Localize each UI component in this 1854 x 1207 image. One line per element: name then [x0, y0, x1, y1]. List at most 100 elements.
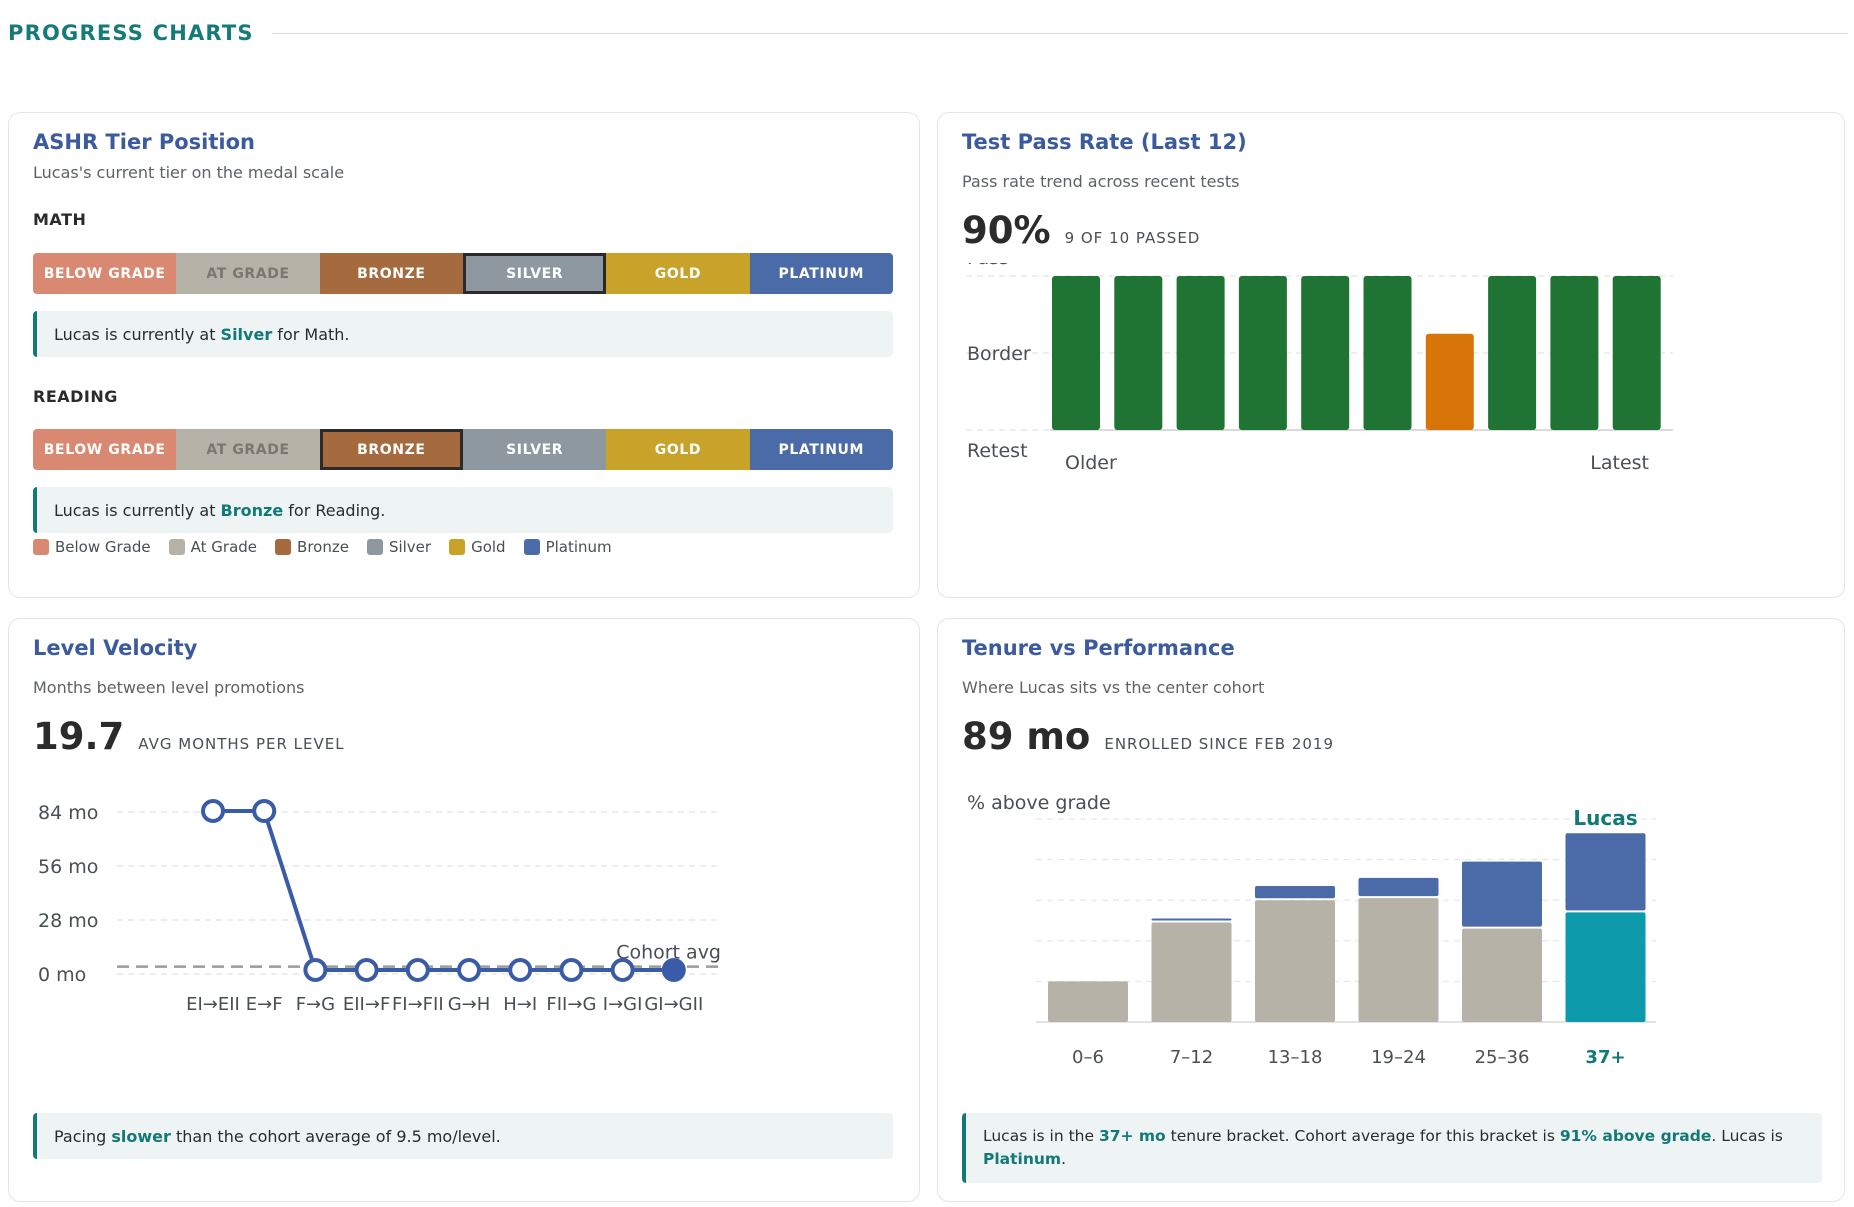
tier-legend: Below Grade At Grade Bronze Silver Gold … — [33, 538, 630, 556]
legend-swatch — [168, 539, 185, 555]
tier-below-grade: BELOW GRADE — [33, 429, 177, 470]
tier-platinum: PLATINUM — [749, 253, 893, 294]
x-tick-label: EI→EII — [186, 994, 240, 1015]
velocity-line — [213, 809, 674, 972]
reading-callout-tier: Bronze — [220, 500, 284, 520]
x-tick-label: FI→FII — [392, 994, 444, 1015]
legend-label: At Grade — [190, 538, 258, 556]
legend-label: Silver — [388, 538, 432, 556]
pass-rate-caption: 9 OF 10 PASSED — [1064, 229, 1201, 247]
reading-callout-post: for Reading. — [283, 500, 386, 520]
legend-item-gold: Gold — [449, 538, 506, 556]
math-callout-tier: Silver — [220, 324, 273, 344]
bar — [1301, 276, 1350, 430]
y-tick-label: Border — [967, 343, 1031, 365]
x-label-latest: Latest — [1590, 452, 1649, 474]
data-point — [457, 958, 481, 982]
tenure-card-title: Tenure vs Performance — [962, 636, 1235, 660]
x-tick-label: 13–18 — [1268, 1047, 1323, 1068]
legend-swatch — [33, 539, 49, 555]
x-tick-label: 37+ — [1585, 1047, 1625, 1068]
velocity-callout-post: than the cohort average of 9.5 mo/level. — [170, 1126, 501, 1146]
page-title: PROGRESS CHARTS — [8, 21, 254, 45]
legend-label: Gold — [471, 538, 506, 556]
legend-label: Bronze — [297, 538, 349, 556]
y-tick-label: Pass — [967, 263, 1009, 269]
reading-callout: Lucas is currently at Bronze for Reading… — [33, 487, 893, 533]
cohort-avg-label: Cohort avg — [616, 942, 721, 964]
tier-card-subtitle: Lucas's current tier on the medal scale — [33, 163, 345, 182]
tier-silver: SILVER — [462, 429, 607, 470]
data-point — [508, 958, 533, 982]
tier-at-grade: AT GRADE — [176, 429, 320, 470]
bar-above — [1565, 833, 1646, 911]
velocity-card-subtitle: Months between level promotions — [33, 678, 305, 697]
velocity-card-title: Level Velocity — [33, 636, 198, 660]
velocity-callout-pre: Pacing — [54, 1126, 112, 1146]
y-tick-label: Retest — [967, 440, 1028, 462]
bar — [1363, 276, 1412, 430]
legend-swatch — [523, 539, 540, 555]
data-point — [201, 799, 225, 823]
legend-swatch — [449, 539, 466, 555]
tenure-callout-1: Lucas is in the — [983, 1127, 1099, 1145]
data-point — [303, 958, 328, 982]
bar-above — [1358, 877, 1439, 897]
x-tick-label: 0–6 — [1072, 1047, 1104, 1068]
reading-label: READING — [33, 387, 118, 406]
tier-card-title: ASHR Tier Position — [33, 130, 255, 154]
x-tick-label: I→GI — [603, 994, 643, 1015]
bar-base — [1048, 981, 1128, 1022]
velocity-value: 19.7 — [33, 715, 125, 758]
bar — [1114, 276, 1163, 430]
tenure-callout-3: tenure bracket. Cohort average for this … — [1165, 1127, 1560, 1145]
tenure-callout-5: . Lucas is — [1711, 1127, 1788, 1145]
tenure-callout-6: Platinum — [983, 1150, 1062, 1168]
tier-gold: GOLD — [606, 429, 750, 470]
tenure-callout-7: . — [1061, 1150, 1067, 1168]
x-tick-label: 7–12 — [1170, 1047, 1213, 1068]
x-tick-label: F→G — [296, 994, 335, 1015]
bar-base — [1462, 928, 1542, 1022]
math-callout-pre: Lucas is currently at — [54, 324, 221, 344]
tenure-caption: ENROLLED SINCE FEB 2019 — [1104, 735, 1335, 753]
math-label: MATH — [33, 210, 87, 229]
bar-base — [1565, 912, 1646, 1022]
math-tier-bar: BELOW GRADE AT GRADE BRONZE SILVER GOLD … — [33, 253, 893, 294]
legend-label: Platinum — [545, 538, 612, 556]
tier-below-grade: BELOW GRADE — [33, 253, 177, 294]
tenure-callout-4: 91% above grade — [1559, 1127, 1712, 1145]
legend-item-below-grade: Below Grade — [33, 538, 151, 556]
tier-silver: SILVER — [462, 253, 607, 294]
tenure-callout: Lucas is in the 37+ mo tenure bracket. C… — [962, 1113, 1822, 1183]
pass-rate-chart: Retest Border Pass Older Latest — [966, 263, 1673, 474]
data-point — [559, 958, 584, 982]
tenure-card-subtitle: Where Lucas sits vs the center cohort — [962, 678, 1265, 697]
x-tick-label: H→I — [503, 994, 537, 1015]
y-tick-label: 84 mo — [38, 802, 98, 824]
data-point — [661, 958, 686, 982]
math-callout-post: for Math. — [272, 324, 350, 344]
y-axis-label: % above grade — [967, 792, 1111, 814]
bar — [1425, 333, 1474, 430]
tier-card: ASHR Tier Position Lucas's current tier … — [8, 112, 920, 598]
data-point — [252, 799, 277, 823]
x-tick-label: 25–36 — [1475, 1047, 1530, 1068]
velocity-chart: 0 mo 28 mo 56 mo 84 mo Cohort avg EI→EII E→F F→… — [38, 799, 721, 1015]
bar-above — [1151, 918, 1232, 921]
reading-tier-bar: BELOW GRADE AT GRADE BRONZE SILVER GOLD … — [33, 429, 893, 470]
bar-base — [1151, 922, 1232, 1022]
tier-gold: GOLD — [606, 253, 750, 294]
bar — [1550, 276, 1599, 430]
legend-item-silver: Silver — [366, 538, 432, 556]
y-tick-label: 28 mo — [38, 910, 98, 932]
highlight-label: Lucas — [1573, 806, 1637, 830]
header-divider — [271, 32, 1848, 34]
reading-callout-pre: Lucas is currently at — [54, 500, 221, 520]
tenure-summary: 89 mo ENROLLED SINCE FEB 2019 — [962, 715, 1334, 758]
velocity-caption: AVG MONTHS PER LEVEL — [138, 735, 345, 753]
x-label-older: Older — [1065, 452, 1117, 474]
pass-rate-summary: 90% 9 OF 10 PASSED — [962, 209, 1200, 252]
tenure-value: 89 mo — [962, 715, 1091, 758]
legend-item-at-grade: At Grade — [168, 538, 258, 556]
